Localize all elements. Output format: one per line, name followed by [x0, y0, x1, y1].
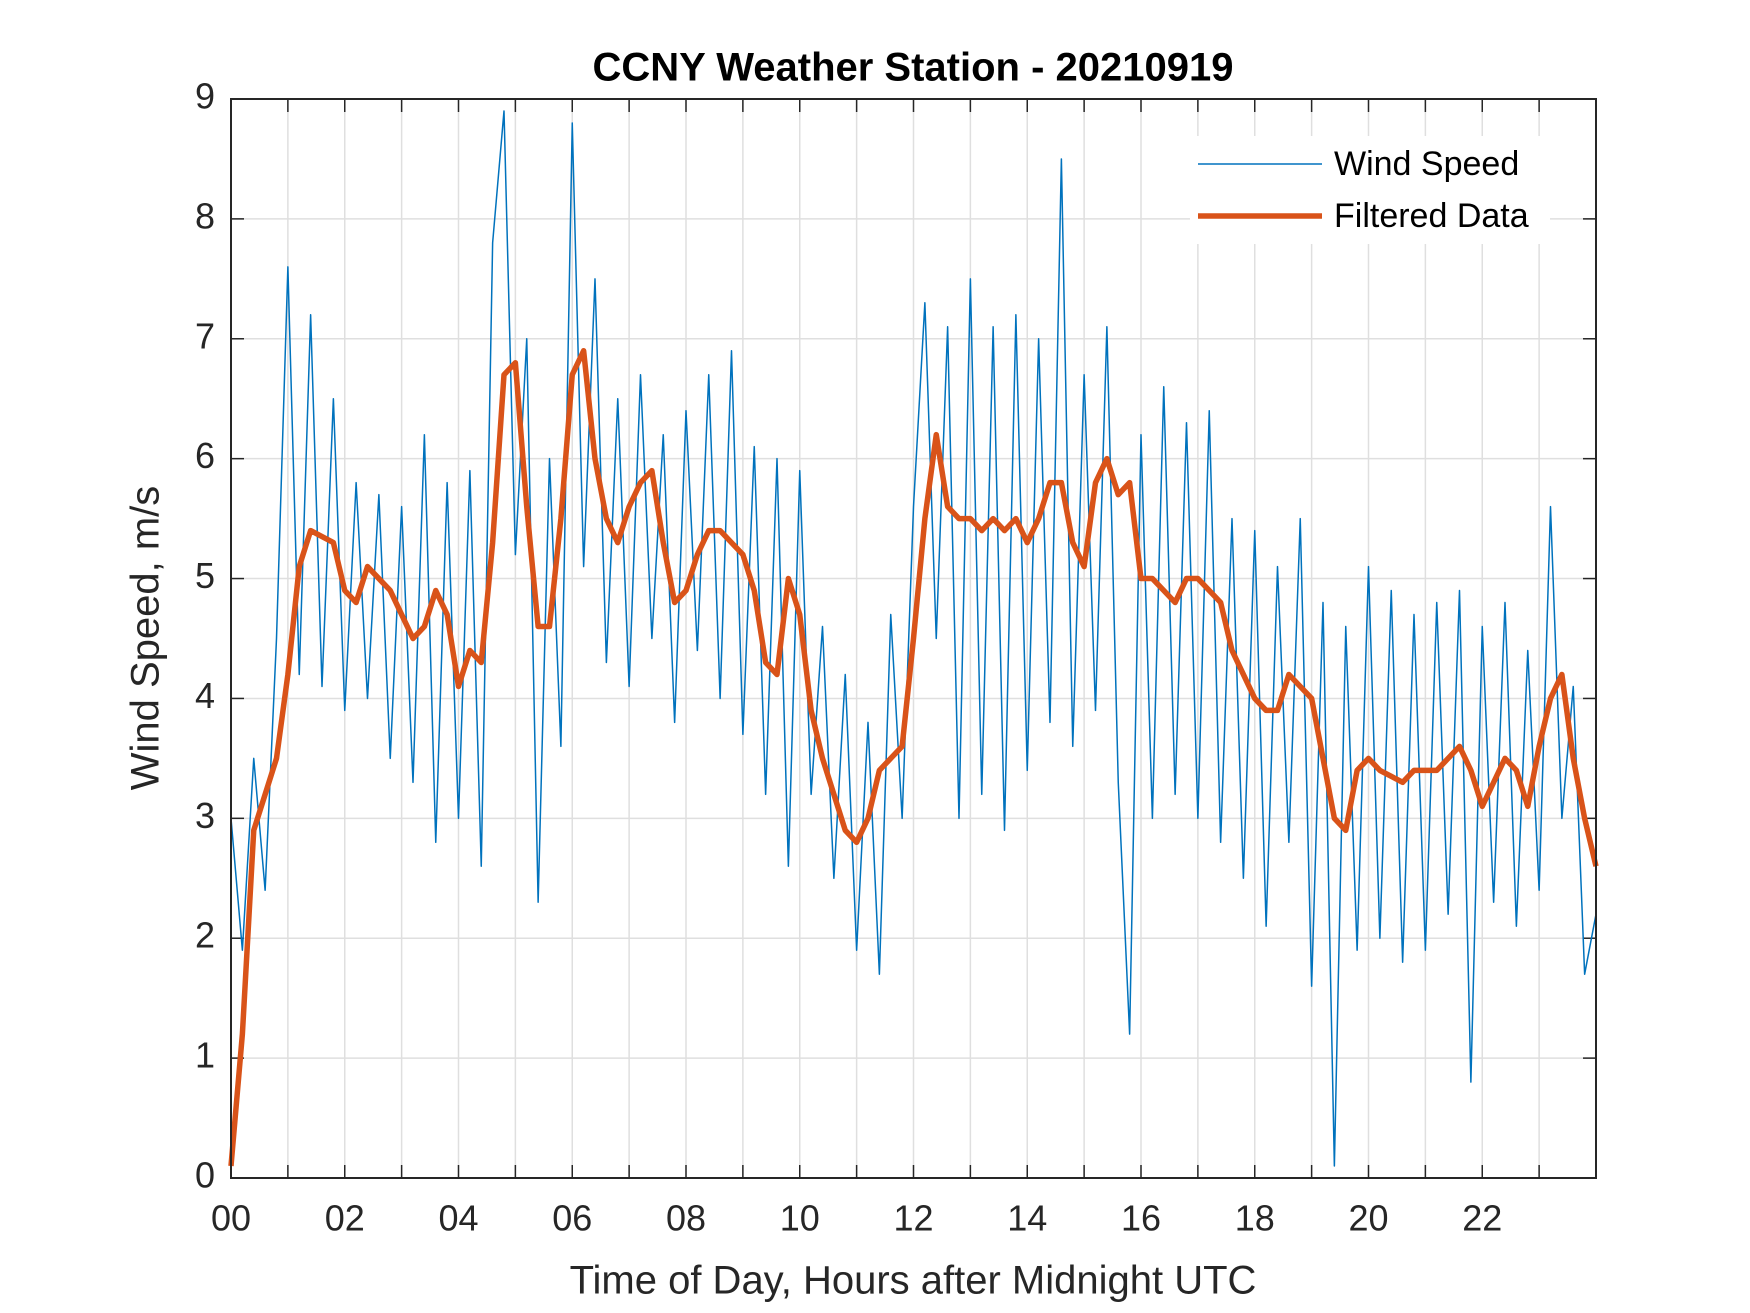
y-tick-label: 3 — [195, 795, 215, 836]
y-tick-label: 1 — [195, 1035, 215, 1076]
y-tick-label: 7 — [195, 315, 215, 356]
y-tick-label: 2 — [195, 915, 215, 956]
x-tick-label: 20 — [1348, 1198, 1388, 1239]
x-tick-label: 18 — [1235, 1198, 1275, 1239]
legend-label: Wind Speed — [1334, 145, 1519, 183]
y-tick-label: 6 — [195, 435, 215, 476]
x-tick-label: 22 — [1462, 1198, 1502, 1239]
x-tick-label: 02 — [325, 1198, 365, 1239]
x-tick-label: 04 — [438, 1198, 478, 1239]
legend: Wind Speed Filtered Data — [1190, 136, 1550, 244]
y-tick-label: 4 — [195, 675, 215, 716]
x-tick-label: 12 — [893, 1198, 933, 1239]
x-tick-label: 16 — [1121, 1198, 1161, 1239]
data-line — [230, 110, 1597, 1167]
legend-box — [1190, 136, 1550, 244]
x-tick-label: 08 — [666, 1198, 706, 1239]
data-line — [228, 348, 1599, 1167]
x-tick-label: 00 — [211, 1198, 251, 1239]
plot-frame — [230, 98, 1597, 1179]
y-tick-label: 8 — [195, 195, 215, 236]
x-axis-label: Time of Day, Hours after Midnight UTC — [570, 1259, 1257, 1303]
y-tick-label: 9 — [195, 76, 215, 117]
legend-label: Filtered Data — [1334, 197, 1529, 235]
y-axis-label: Wind Speed, m/s — [124, 486, 168, 791]
y-tick-label: 5 — [195, 555, 215, 596]
x-tick-label: 10 — [780, 1198, 820, 1239]
y-tick-label: 0 — [195, 1155, 215, 1196]
chart-title: CCNY Weather Station - 20210919 — [593, 46, 1234, 90]
x-tick-label: 06 — [552, 1198, 592, 1239]
x-tick-label: 14 — [1007, 1198, 1047, 1239]
